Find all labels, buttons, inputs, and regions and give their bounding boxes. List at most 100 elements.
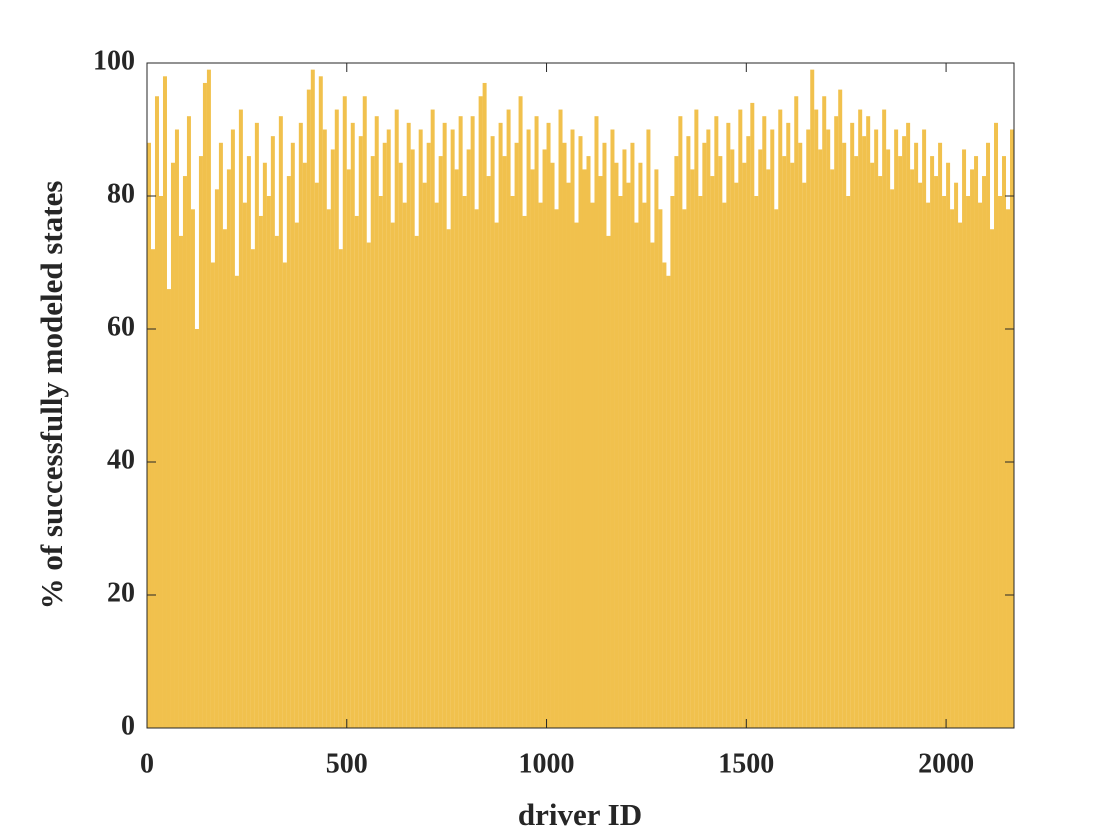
bar <box>314 182 319 728</box>
bar <box>242 202 247 728</box>
bar <box>222 229 227 728</box>
bar <box>834 116 839 728</box>
bar <box>238 109 243 729</box>
bar <box>434 202 439 728</box>
bar <box>710 176 715 729</box>
bar <box>182 176 187 729</box>
bar <box>874 129 879 728</box>
bar <box>674 156 679 729</box>
bar <box>758 149 763 728</box>
bar <box>458 116 463 728</box>
bar <box>590 202 595 728</box>
bar <box>866 116 871 728</box>
bar <box>390 222 395 728</box>
bar <box>746 136 751 728</box>
bar <box>426 142 431 729</box>
bar <box>422 182 427 728</box>
bar <box>918 182 923 728</box>
bar <box>454 169 459 728</box>
bar <box>430 109 435 729</box>
bar <box>818 149 823 728</box>
bar <box>486 176 491 729</box>
bar <box>286 176 291 729</box>
bar <box>406 122 411 729</box>
bar <box>558 109 563 729</box>
bar <box>594 116 599 728</box>
bar <box>502 156 507 729</box>
bar <box>498 122 503 729</box>
bar <box>602 142 607 729</box>
bar <box>566 182 571 728</box>
bar <box>878 176 883 729</box>
bar <box>886 149 891 728</box>
bar <box>402 202 407 728</box>
bar <box>310 69 315 728</box>
bar <box>786 122 791 729</box>
bar <box>578 136 583 728</box>
bar <box>634 222 639 728</box>
bar <box>734 182 739 728</box>
bar <box>790 162 795 728</box>
x-tick-label: 1000 <box>519 748 575 779</box>
x-tick-label: 2000 <box>918 748 974 779</box>
bar <box>470 116 475 728</box>
bar <box>270 136 275 728</box>
bar <box>1006 209 1011 729</box>
bar <box>510 196 515 728</box>
plot-frame <box>146 62 1015 729</box>
bar <box>930 156 935 729</box>
bar <box>1010 129 1014 728</box>
bar <box>338 249 343 728</box>
bar <box>354 215 359 728</box>
bar <box>966 196 971 728</box>
bar <box>598 176 603 729</box>
y-tick-label: 20 <box>107 577 135 608</box>
y-tick-label: 100 <box>93 45 135 76</box>
bar <box>378 196 383 728</box>
bar <box>218 142 223 729</box>
bar <box>474 209 479 729</box>
x-tick-label: 500 <box>326 748 368 779</box>
bar <box>414 235 419 728</box>
bar <box>526 129 531 728</box>
bar <box>942 196 947 728</box>
bar <box>306 89 311 729</box>
bar <box>574 222 579 728</box>
bar <box>570 129 575 728</box>
bar <box>782 156 787 729</box>
bar <box>614 162 619 728</box>
bar <box>690 169 695 728</box>
bar <box>358 136 363 728</box>
bar <box>538 202 543 728</box>
bar <box>938 142 943 729</box>
bar <box>658 209 663 729</box>
bar <box>654 169 659 728</box>
bar <box>954 182 959 728</box>
bar <box>450 129 455 728</box>
bar <box>894 129 899 728</box>
bar <box>418 129 423 728</box>
bar <box>798 142 803 729</box>
bar <box>210 262 215 728</box>
bar <box>154 96 159 728</box>
x-axis-label: driver ID <box>518 797 642 832</box>
bar <box>850 122 855 729</box>
bar <box>382 142 387 729</box>
bar <box>962 149 967 728</box>
bar <box>806 129 811 728</box>
bar <box>766 169 771 728</box>
bar <box>982 176 987 729</box>
bar <box>374 116 379 728</box>
bar <box>226 169 231 728</box>
bar <box>638 162 643 728</box>
bar <box>870 162 875 728</box>
bar <box>914 142 919 729</box>
bar <box>726 122 731 729</box>
bar <box>986 142 991 729</box>
bar <box>186 116 191 728</box>
bar <box>958 222 963 728</box>
bar <box>682 209 687 729</box>
bar <box>622 149 627 728</box>
y-tick-label: 0 <box>121 710 135 741</box>
